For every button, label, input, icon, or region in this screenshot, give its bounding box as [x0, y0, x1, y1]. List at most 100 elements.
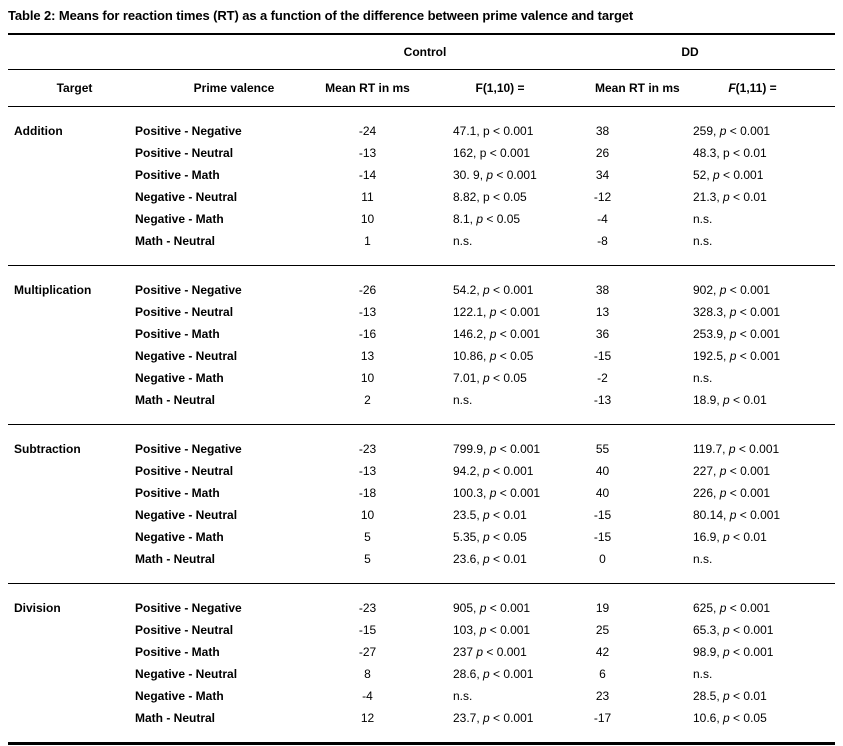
dd-mean-rt-cell: 38 — [595, 124, 610, 138]
control-mean-rt-cell: -13 — [358, 146, 377, 160]
italic-p: p — [723, 623, 730, 637]
table-row: Negative - Math -4 n.s. 23 28.5, p < 0.01 — [8, 685, 835, 707]
dd-f-cell: 48.3, p < 0.01 — [693, 146, 767, 160]
dd-f-cell: 16.9, p < 0.01 — [693, 530, 767, 544]
dd-mean-rt-cell: -15 — [593, 508, 612, 522]
control-mean-rt-cell: 8 — [364, 667, 371, 681]
italic-p: p — [713, 168, 720, 182]
italic-p: p — [719, 601, 727, 615]
table-head: Control DD Target Prime valence Mean RT … — [8, 35, 835, 107]
table-row: Negative - Math 5 5.35, p < 0.05 -15 16.9, p… — [8, 526, 835, 548]
dd-f-cell: 259, p < 0.001 — [693, 124, 771, 138]
dd-mean-rt-cell: 19 — [595, 601, 610, 615]
table-row: Positive - Math -16 146.2, p < 0.001 36 253.… — [8, 323, 835, 345]
target-cell — [8, 548, 135, 584]
target-cell — [8, 367, 135, 389]
table-row: Math - Neutral 2 n.s. -13 18.9, p < 0.01 — [8, 389, 835, 425]
col-header-control-mean-rt: Mean RT in ms — [305, 69, 430, 107]
control-f-cell: 47.1, p < 0.001 — [453, 124, 534, 138]
prime-valence-cell: Negative - Neutral — [135, 667, 238, 681]
target-cell — [8, 663, 135, 685]
control-mean-rt-cell: -15 — [358, 623, 377, 637]
italic-p: p — [489, 486, 497, 500]
prime-valence-cell: Positive - Neutral — [135, 305, 234, 319]
table-row: Negative - Neutral 8 28.6, p < 0.001 6 n.s. — [8, 663, 835, 685]
control-f-cell: 94.2, p < 0.001 — [453, 464, 534, 478]
dd-mean-rt-cell: -15 — [593, 349, 612, 363]
control-mean-rt-cell: -4 — [362, 689, 373, 703]
group-multiplication: Multiplication Positive - Negative -26 54.2… — [8, 266, 835, 425]
control-f-cell: 23.5, p < 0.01 — [453, 508, 527, 522]
table-row: Negative - Neutral 11 8.82, p < 0.05 -12 21.… — [8, 186, 835, 208]
group-addition: Addition Positive - Negative -24 47.1, p < … — [8, 107, 835, 266]
prime-valence-cell: Positive - Neutral — [135, 623, 234, 637]
table-caption: Table 2: Means for reaction times (RT) a… — [8, 8, 634, 23]
italic-p: p — [723, 190, 730, 204]
dd-mean-rt-cell: 25 — [595, 623, 610, 637]
target-cell — [8, 323, 135, 345]
prime-valence-cell: Negative - Math — [135, 530, 224, 544]
control-f-cell: 30. 9, p < 0.001 — [453, 168, 537, 182]
dd-mean-rt-cell: 36 — [595, 327, 610, 341]
control-mean-rt-cell: 13 — [360, 349, 375, 363]
dd-mean-rt-cell: 6 — [599, 667, 606, 681]
target-cell — [8, 186, 135, 208]
dd-f-cell: 328.3, p < 0.001 — [693, 305, 781, 319]
italic-p: p — [489, 327, 497, 341]
dd-mean-rt-cell: -13 — [545, 389, 660, 425]
control-mean-rt-cell: 10 — [360, 371, 375, 385]
dd-mean-rt-cell: -15 — [593, 530, 612, 544]
dd-f-cell: 119.7, p < 0.001 — [693, 442, 780, 456]
prime-valence-cell: Positive - Math — [135, 327, 220, 341]
dd-f-cell: 28.5, p < 0.01 — [693, 689, 767, 703]
control-mean-rt-cell: 12 — [360, 711, 375, 725]
dd-f-cell: n.s. — [693, 371, 713, 385]
prime-valence-cell: Positive - Math — [135, 168, 220, 182]
table-row: Multiplication Positive - Negative -26 54.2… — [8, 266, 835, 302]
italic-p: p — [476, 645, 484, 659]
span-header-row: Control DD — [8, 35, 835, 70]
prime-valence-cell: Positive - Negative — [135, 442, 242, 456]
prime-valence-cell: Positive - Negative — [135, 124, 242, 138]
target-cell — [8, 164, 135, 186]
control-f-cell: 23.7, p < 0.001 — [453, 711, 534, 725]
dd-mean-rt-cell: 26 — [595, 146, 610, 160]
col-header-dd-mean-rt: Mean RT in ms — [545, 69, 680, 107]
target-cell: Addition — [14, 124, 63, 138]
target-cell — [8, 619, 135, 641]
target-cell — [8, 641, 135, 663]
col-header-dd-f: F(1,11) = — [660, 69, 835, 107]
dd-f-cell: n.s. — [693, 667, 713, 681]
italic-p: p — [479, 623, 487, 637]
italic-p: p — [483, 283, 490, 297]
control-f-cell: 7.01, p < 0.05 — [453, 371, 527, 385]
prime-valence-cell: Negative - Math — [135, 689, 224, 703]
table-row: Subtraction Positive - Negative -23 799.9, … — [8, 425, 835, 461]
target-cell: Subtraction — [14, 442, 81, 456]
table-row: Math - Neutral 12 23.7, p < 0.001 -17 10.6, … — [8, 707, 835, 742]
italic-p: p — [489, 349, 497, 363]
dd-f-cell: 21.3, p < 0.01 — [693, 190, 767, 204]
dd-mean-rt-cell: 38 — [595, 283, 610, 297]
control-mean-rt-cell: -23 — [358, 601, 377, 615]
dd-f-italic-letter: F — [728, 81, 736, 95]
italic-p: p — [483, 667, 490, 681]
table-row: Math - Neutral 5 23.6, p < 0.01 0 n.s. — [8, 548, 835, 584]
control-f-cell: 905, p < 0.001 — [453, 601, 531, 615]
prime-valence-cell: Positive - Neutral — [135, 464, 234, 478]
dd-mean-rt-cell: 13 — [595, 305, 610, 319]
dd-f-rest: (1,11) = — [735, 81, 777, 95]
dd-mean-rt-cell: -8 — [545, 230, 660, 266]
control-mean-rt-cell: 10 — [360, 508, 375, 522]
dd-f-cell: 98.9, p < 0.001 — [693, 645, 774, 659]
dd-f-cell: 226, p < 0.001 — [693, 486, 771, 500]
italic-p: p — [479, 601, 487, 615]
table-row: Positive - Neutral -15 103, p < 0.001 25 65.… — [8, 619, 835, 641]
dd-f-cell: 18.9, p < 0.01 — [660, 389, 835, 425]
italic-p: p — [719, 486, 727, 500]
prime-valence-cell: Negative - Neutral — [135, 190, 238, 204]
col-header-control-f: F(1,10) = — [430, 69, 545, 107]
table-row: Positive - Neutral -13 162, p < 0.001 26 48.… — [8, 142, 835, 164]
italic-p: p — [729, 508, 737, 522]
control-mean-rt-cell: -18 — [358, 486, 377, 500]
